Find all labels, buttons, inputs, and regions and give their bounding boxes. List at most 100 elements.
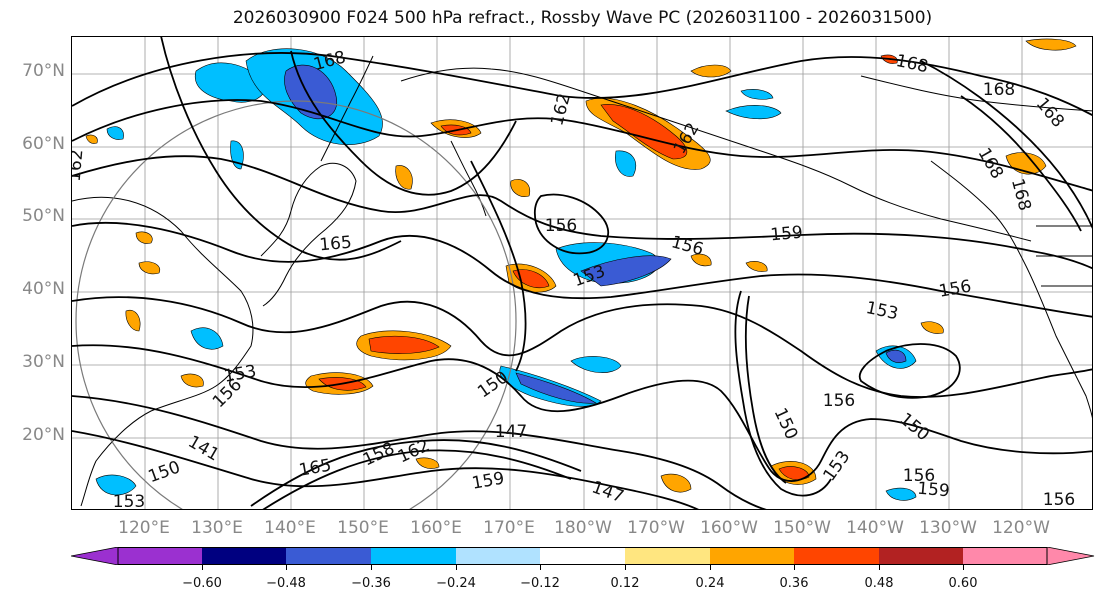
negative-patch [580,255,672,287]
contour-label: 156 [937,276,972,301]
colorbar-tick-mark [794,565,795,570]
coastline [400,67,1032,242]
coastline [930,160,1092,419]
colorbar-bin [879,547,963,565]
contour-label: 158 [360,439,398,471]
contour-label: 147 [495,422,527,442]
contour-line [72,430,699,509]
contour-line [858,343,961,399]
contour-label: 156 [903,466,935,486]
coastline [260,162,357,307]
negative-patch [885,487,917,501]
contour-line [72,52,1092,116]
colorbar-bin [963,547,1047,565]
chart-title: 2026030900 F024 500 hPa refract., Rossby… [232,8,933,28]
colorbar-tick-label: −0.24 [436,576,476,591]
positive-patch [85,134,98,144]
contour-label: 168 [1007,176,1035,213]
contour-label: 159 [770,223,804,246]
contour-label: 162 [547,91,575,128]
positive-patch [415,457,440,469]
colorbar-tick-label: 0.48 [864,576,894,591]
colorbar-tick-label: −0.36 [351,576,391,591]
lat-label-70n: 70°N [22,61,65,81]
lon-label-120w: 120°W [992,518,1050,538]
colorbar-bin [286,547,371,565]
lon-label-170w: 170°W [627,518,685,538]
negative-patch [106,126,124,140]
contour-line [72,221,1092,318]
contour-lines [72,37,1092,509]
colorbar-bin [371,547,456,565]
contour-label: 165 [297,455,332,480]
colorbar-bin [118,547,202,565]
lon-label-160w: 160°W [700,518,758,538]
lon-label-150w: 150°W [773,518,831,538]
positive-patch [395,165,413,190]
colorbar-tick-mark [286,565,287,570]
map-svg: 168 168 168 168 168 168 162 162 165 156 … [72,37,1092,510]
contour-label: 153 [864,298,900,324]
contour-label: 162 [72,149,87,183]
positive-patch [510,179,531,197]
contour-line [533,193,610,255]
colorbar-bin [794,547,879,565]
contour-label: 153 [113,492,145,510]
coastline [72,196,254,507]
colorbar [70,546,1095,566]
contour-line [72,99,1092,192]
colorbar-tick-mark [710,565,711,570]
contour-label: 168 [974,144,1008,182]
colorbar-over-arrow [1046,546,1095,566]
lon-label-140e: 140°E [264,518,316,538]
colorbar-tick-mark [371,565,372,570]
colorbar-tick-mark [625,565,626,570]
lat-label-60n: 60°N [22,134,65,154]
contour-label: 168 [894,51,930,77]
colorbar-tick-label: 0.60 [948,576,978,591]
colorbar-tick-label: −0.60 [182,576,222,591]
contour-value-labels: 168 168 168 168 168 168 162 162 165 156 … [72,47,1075,510]
lon-label-150e: 150°E [337,518,389,538]
contour-line [160,37,402,261]
colorbar-tick-mark [879,565,880,570]
colorbar-bin [456,547,540,565]
contour-label: 150 [895,409,933,445]
contour-line [72,155,1092,270]
positive-patch [135,231,153,244]
contour-line [290,50,517,196]
lat-label-40n: 40°N [22,279,65,299]
negative-patch [95,474,137,496]
positive-patch [920,321,944,334]
negative-patch [725,105,782,120]
lon-label-130w: 130°W [919,518,977,538]
negative-patch [570,356,622,373]
colorbar-under-arrow [70,546,119,566]
lon-label-140w: 140°W [846,518,904,538]
contour-label: 165 [319,233,353,256]
negative-patch [190,327,224,350]
coastline [450,140,487,217]
lon-label-160e: 160°E [410,518,462,538]
contour-label: 150 [146,457,183,487]
negative-patch [515,372,597,404]
colorbar-frame [117,547,1048,565]
positive-patch [600,104,688,160]
lat-label-20n: 20°N [22,425,65,445]
contour-label: 156 [823,391,855,411]
contour-label: 156 [545,216,577,236]
colorbar-tick-mark [540,565,541,570]
contour-line [734,290,832,497]
positive-patch [138,261,161,275]
colorbar-bin [202,547,286,565]
contour-line [470,160,527,372]
lat-label-30n: 30°N [22,352,65,372]
positive-patch [180,373,204,388]
map-panel: 168 168 168 168 168 168 162 162 165 156 … [71,36,1093,510]
contour-label: 150 [770,405,802,443]
lon-label-130e: 130°E [191,518,243,538]
contour-line [960,95,1082,232]
contour-line [262,449,572,509]
colorbar-tick-label: −0.12 [520,576,560,591]
colorbar-tick-label: 0.24 [695,576,725,591]
